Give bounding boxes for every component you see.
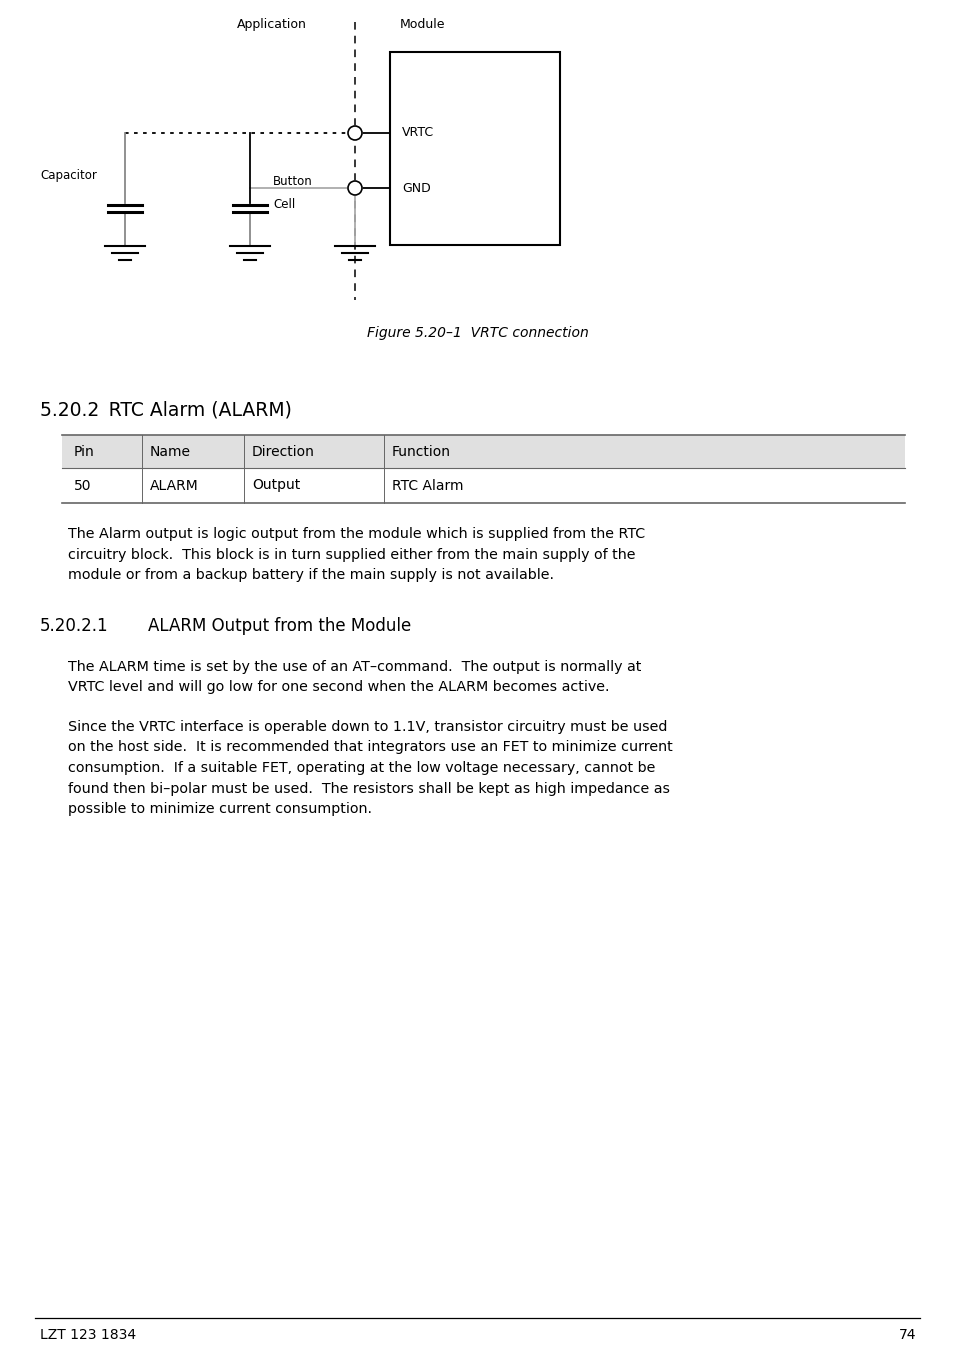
Text: RTC Alarm: RTC Alarm bbox=[392, 478, 464, 492]
Text: 5.20.2.1: 5.20.2.1 bbox=[40, 617, 109, 635]
Text: 5.20.2 RTC Alarm (ALARM): 5.20.2 RTC Alarm (ALARM) bbox=[40, 400, 292, 419]
Text: module or from a backup battery if the main supply is not available.: module or from a backup battery if the m… bbox=[68, 568, 554, 583]
Text: Name: Name bbox=[150, 444, 191, 458]
Text: VRTC level and will go low for one second when the ALARM becomes active.: VRTC level and will go low for one secon… bbox=[68, 680, 610, 695]
Text: Module: Module bbox=[400, 18, 445, 31]
Text: Application: Application bbox=[237, 18, 307, 31]
Text: ALARM Output from the Module: ALARM Output from the Module bbox=[148, 617, 411, 635]
Text: Cell: Cell bbox=[273, 198, 295, 211]
Text: Function: Function bbox=[392, 444, 451, 458]
Text: Direction: Direction bbox=[252, 444, 315, 458]
Circle shape bbox=[348, 182, 362, 195]
Text: LZT 123 1834: LZT 123 1834 bbox=[40, 1328, 136, 1341]
Text: possible to minimize current consumption.: possible to minimize current consumption… bbox=[68, 802, 372, 816]
Circle shape bbox=[348, 126, 362, 140]
Text: The ALARM time is set by the use of an AT–command.  The output is normally at: The ALARM time is set by the use of an A… bbox=[68, 660, 641, 673]
Text: VRTC: VRTC bbox=[402, 126, 434, 140]
Text: Figure 5.20–1  VRTC connection: Figure 5.20–1 VRTC connection bbox=[367, 327, 589, 340]
Text: 74: 74 bbox=[899, 1328, 916, 1341]
Text: Since the VRTC interface is operable down to 1.1V, transistor circuitry must be : Since the VRTC interface is operable dow… bbox=[68, 720, 667, 734]
Text: ALARM: ALARM bbox=[150, 478, 199, 492]
Text: GND: GND bbox=[402, 182, 431, 195]
Text: circuitry block.  This block is in turn supplied either from the main supply of : circuitry block. This block is in turn s… bbox=[68, 547, 636, 561]
Text: on the host side.  It is recommended that integrators use an FET to minimize cur: on the host side. It is recommended that… bbox=[68, 740, 673, 755]
Bar bbox=[390, 51, 560, 245]
Text: Pin: Pin bbox=[74, 444, 95, 458]
Bar bbox=[62, 435, 905, 467]
Text: Output: Output bbox=[252, 478, 300, 492]
Text: found then bi–polar must be used.  The resistors shall be kept as high impedance: found then bi–polar must be used. The re… bbox=[68, 782, 670, 795]
Text: Capacitor: Capacitor bbox=[40, 168, 97, 182]
Text: Button: Button bbox=[273, 175, 313, 188]
Text: consumption.  If a suitable FET, operating at the low voltage necessary, cannot : consumption. If a suitable FET, operatin… bbox=[68, 762, 656, 775]
Text: 50: 50 bbox=[74, 478, 92, 492]
Text: The Alarm output is logic output from the module which is supplied from the RTC: The Alarm output is logic output from th… bbox=[68, 527, 645, 541]
